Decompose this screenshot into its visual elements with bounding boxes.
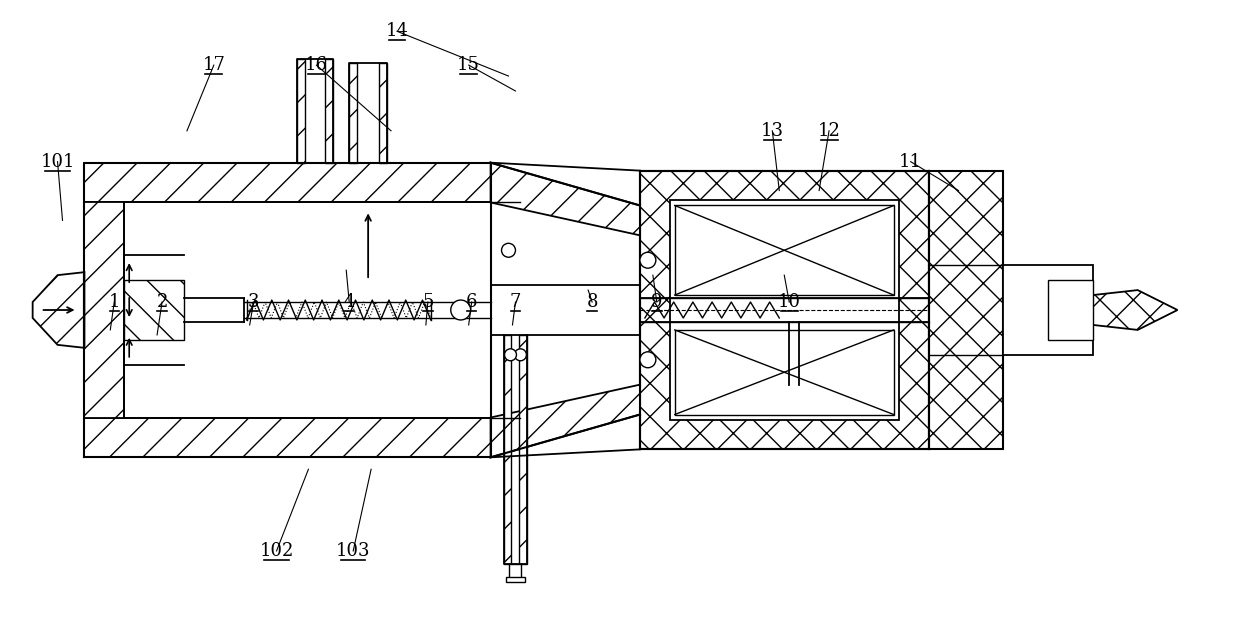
Text: 102: 102 (259, 542, 294, 560)
Text: 14: 14 (386, 22, 408, 40)
Polygon shape (675, 330, 894, 415)
Text: 7: 7 (510, 293, 521, 311)
Polygon shape (503, 335, 511, 564)
Polygon shape (124, 280, 184, 340)
Circle shape (640, 252, 656, 268)
Bar (1003, 265, 1092, 355)
Bar (506, 577, 526, 582)
Polygon shape (491, 162, 640, 236)
Text: 2: 2 (156, 293, 167, 311)
Polygon shape (491, 384, 640, 458)
Text: 9: 9 (651, 293, 662, 311)
Text: 15: 15 (458, 56, 480, 74)
Text: 6: 6 (466, 293, 477, 311)
Circle shape (505, 349, 517, 361)
Text: 1: 1 (109, 293, 120, 311)
Text: 12: 12 (817, 122, 841, 140)
Circle shape (501, 243, 516, 257)
Text: 17: 17 (202, 56, 226, 74)
Polygon shape (325, 59, 334, 162)
Polygon shape (379, 63, 387, 162)
Bar (671, 202, 898, 418)
Text: 103: 103 (336, 542, 371, 560)
Text: 10: 10 (777, 293, 801, 311)
Bar (670, 200, 899, 420)
Text: 4: 4 (343, 293, 355, 311)
Polygon shape (929, 170, 1003, 450)
Text: 11: 11 (899, 153, 923, 171)
Polygon shape (350, 63, 357, 162)
Polygon shape (84, 162, 491, 203)
Text: 13: 13 (761, 122, 784, 140)
Text: 8: 8 (587, 293, 598, 311)
Polygon shape (1092, 290, 1178, 330)
Polygon shape (640, 170, 929, 450)
Polygon shape (84, 417, 491, 458)
Text: 3: 3 (248, 293, 259, 311)
Circle shape (451, 300, 471, 320)
Circle shape (640, 352, 656, 368)
Circle shape (515, 349, 527, 361)
Polygon shape (84, 203, 124, 417)
Text: 5: 5 (422, 293, 434, 311)
Polygon shape (675, 205, 894, 295)
Text: 16: 16 (305, 56, 327, 74)
Polygon shape (298, 59, 305, 162)
Bar (1048, 280, 1092, 340)
Bar (510, 564, 522, 579)
Polygon shape (520, 335, 527, 564)
Text: 101: 101 (40, 153, 74, 171)
Polygon shape (32, 272, 84, 348)
